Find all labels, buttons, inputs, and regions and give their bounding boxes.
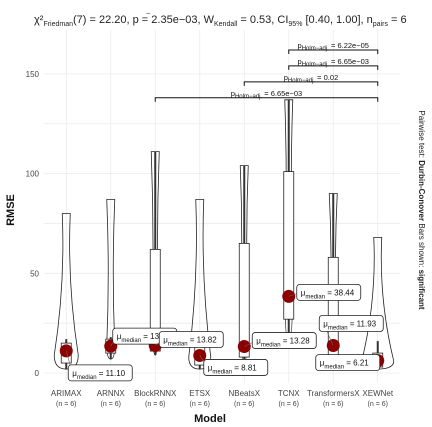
y-axis: 0 50 100 150 [26,70,40,378]
comparison-bracket: pHolm−adj. = 6.22e−05 [288,41,379,54]
x-axis-title: Model [194,413,226,425]
x-tick-label: TCNX [278,389,300,398]
median-label-text: μmedian = 38.44 [301,288,355,300]
x-n-label: (n = 6) [190,401,210,408]
comparison-bracket: pHolm−adj. = 0.02 [243,73,379,86]
x-n-label: (n = 6) [145,401,165,408]
y-axis-title: RMSE [5,194,17,226]
bracket-label: pHolm−adj. = 6.65e−03 [298,57,369,68]
median-label: μmedian = 13.82 [155,331,224,348]
y-tick-label: 0 [35,369,40,378]
x-n-label: (n = 6) [56,401,76,408]
x-n-label: (n = 6) [101,401,121,408]
x-tick-label: ARNNX [97,389,126,398]
median-label-box [315,354,381,372]
median-label: μmedian = 6.21 [315,354,381,372]
bracket-label: pHolm−adj. = 6.22e−05 [298,41,369,52]
kendall-hat: ⌢ [146,10,151,17]
x-n-label: (n = 6) [323,401,343,408]
median-label-box [158,331,224,348]
right-caption: Pairwise test: Durbin-Conover Bars shown… [417,110,426,309]
median-label-box [251,332,317,349]
x-tick-label: BlockRNNX [134,389,177,398]
median-label-text: μmedian = 13.28 [256,337,310,349]
comparison-bracket: pHolm−adj. = 6.65e−03 [288,57,379,70]
median-label: μmedian = 8.81 [199,355,269,376]
y-tick-label: 50 [30,269,39,278]
median-label-box [203,359,269,376]
plot-title-text: χ²Friedman(7) = 22.20, p = 2.35e−03, WKe… [34,14,407,28]
median-label-text: μmedian = 6.21 [320,359,370,371]
median-label-box [296,283,362,301]
median-label: μmedian = 38.44 [288,283,362,301]
median-label: μmedian = 11.93 [318,315,384,346]
violin-shape [106,199,116,360]
median-label-text: μmedian = 8.81 [208,363,258,375]
x-tick-label: ARIMAX [51,389,82,398]
x-tick-label: ETSX [189,389,211,398]
y-tick-label: 100 [26,170,40,179]
bracket-line [243,81,379,86]
median-label: μmedian = 13.28 [244,332,317,349]
median-label: μmedian = 11.10 [65,350,133,382]
comparison-bracket: pHolm−adj. = 6.65e−03 [154,89,379,102]
bracket-label: pHolm−adj. = 0.02 [284,73,339,84]
comparisons: pHolm−adj. = 6.22e−05 pHolm−adj. = 6.65e−… [154,41,379,102]
x-n-label: (n = 6) [368,401,388,408]
violin-shape [53,213,79,370]
bracket-label: pHolm−adj. = 6.65e−03 [231,89,302,100]
median-label-text: μmedian = 11.10 [72,369,125,381]
x-tick-label: TransformersX [307,389,360,398]
bracket-line [288,65,379,70]
median-label-box [67,364,133,382]
x-n-label: (n = 6) [234,401,254,408]
median-label-text: μmedian = 11.93 [323,319,376,331]
median-label-text: μmedian = 13.82 [163,335,217,347]
bracket-line [154,97,379,102]
x-n-label: (n = 6) [279,401,299,408]
box-iqr [238,242,250,358]
median-label-box [318,315,384,332]
x-axis: ARIMAX (n = 6) ARNNX (n = 6) BlockRNNX (n = 6… [51,389,394,408]
bracket-line [288,49,379,54]
box-iqr [283,171,295,320]
violin-shape [188,199,212,370]
x-tick-label: XEWNet [362,389,393,398]
median-label-text: μmedian = 13.48 [117,332,171,344]
x-tick-label: NBeatsX [228,389,260,398]
y-tick-label: 150 [26,70,40,79]
plot-title: χ²Friedman(7) = 22.20, p = 2.35e−03, WKe… [34,10,407,28]
